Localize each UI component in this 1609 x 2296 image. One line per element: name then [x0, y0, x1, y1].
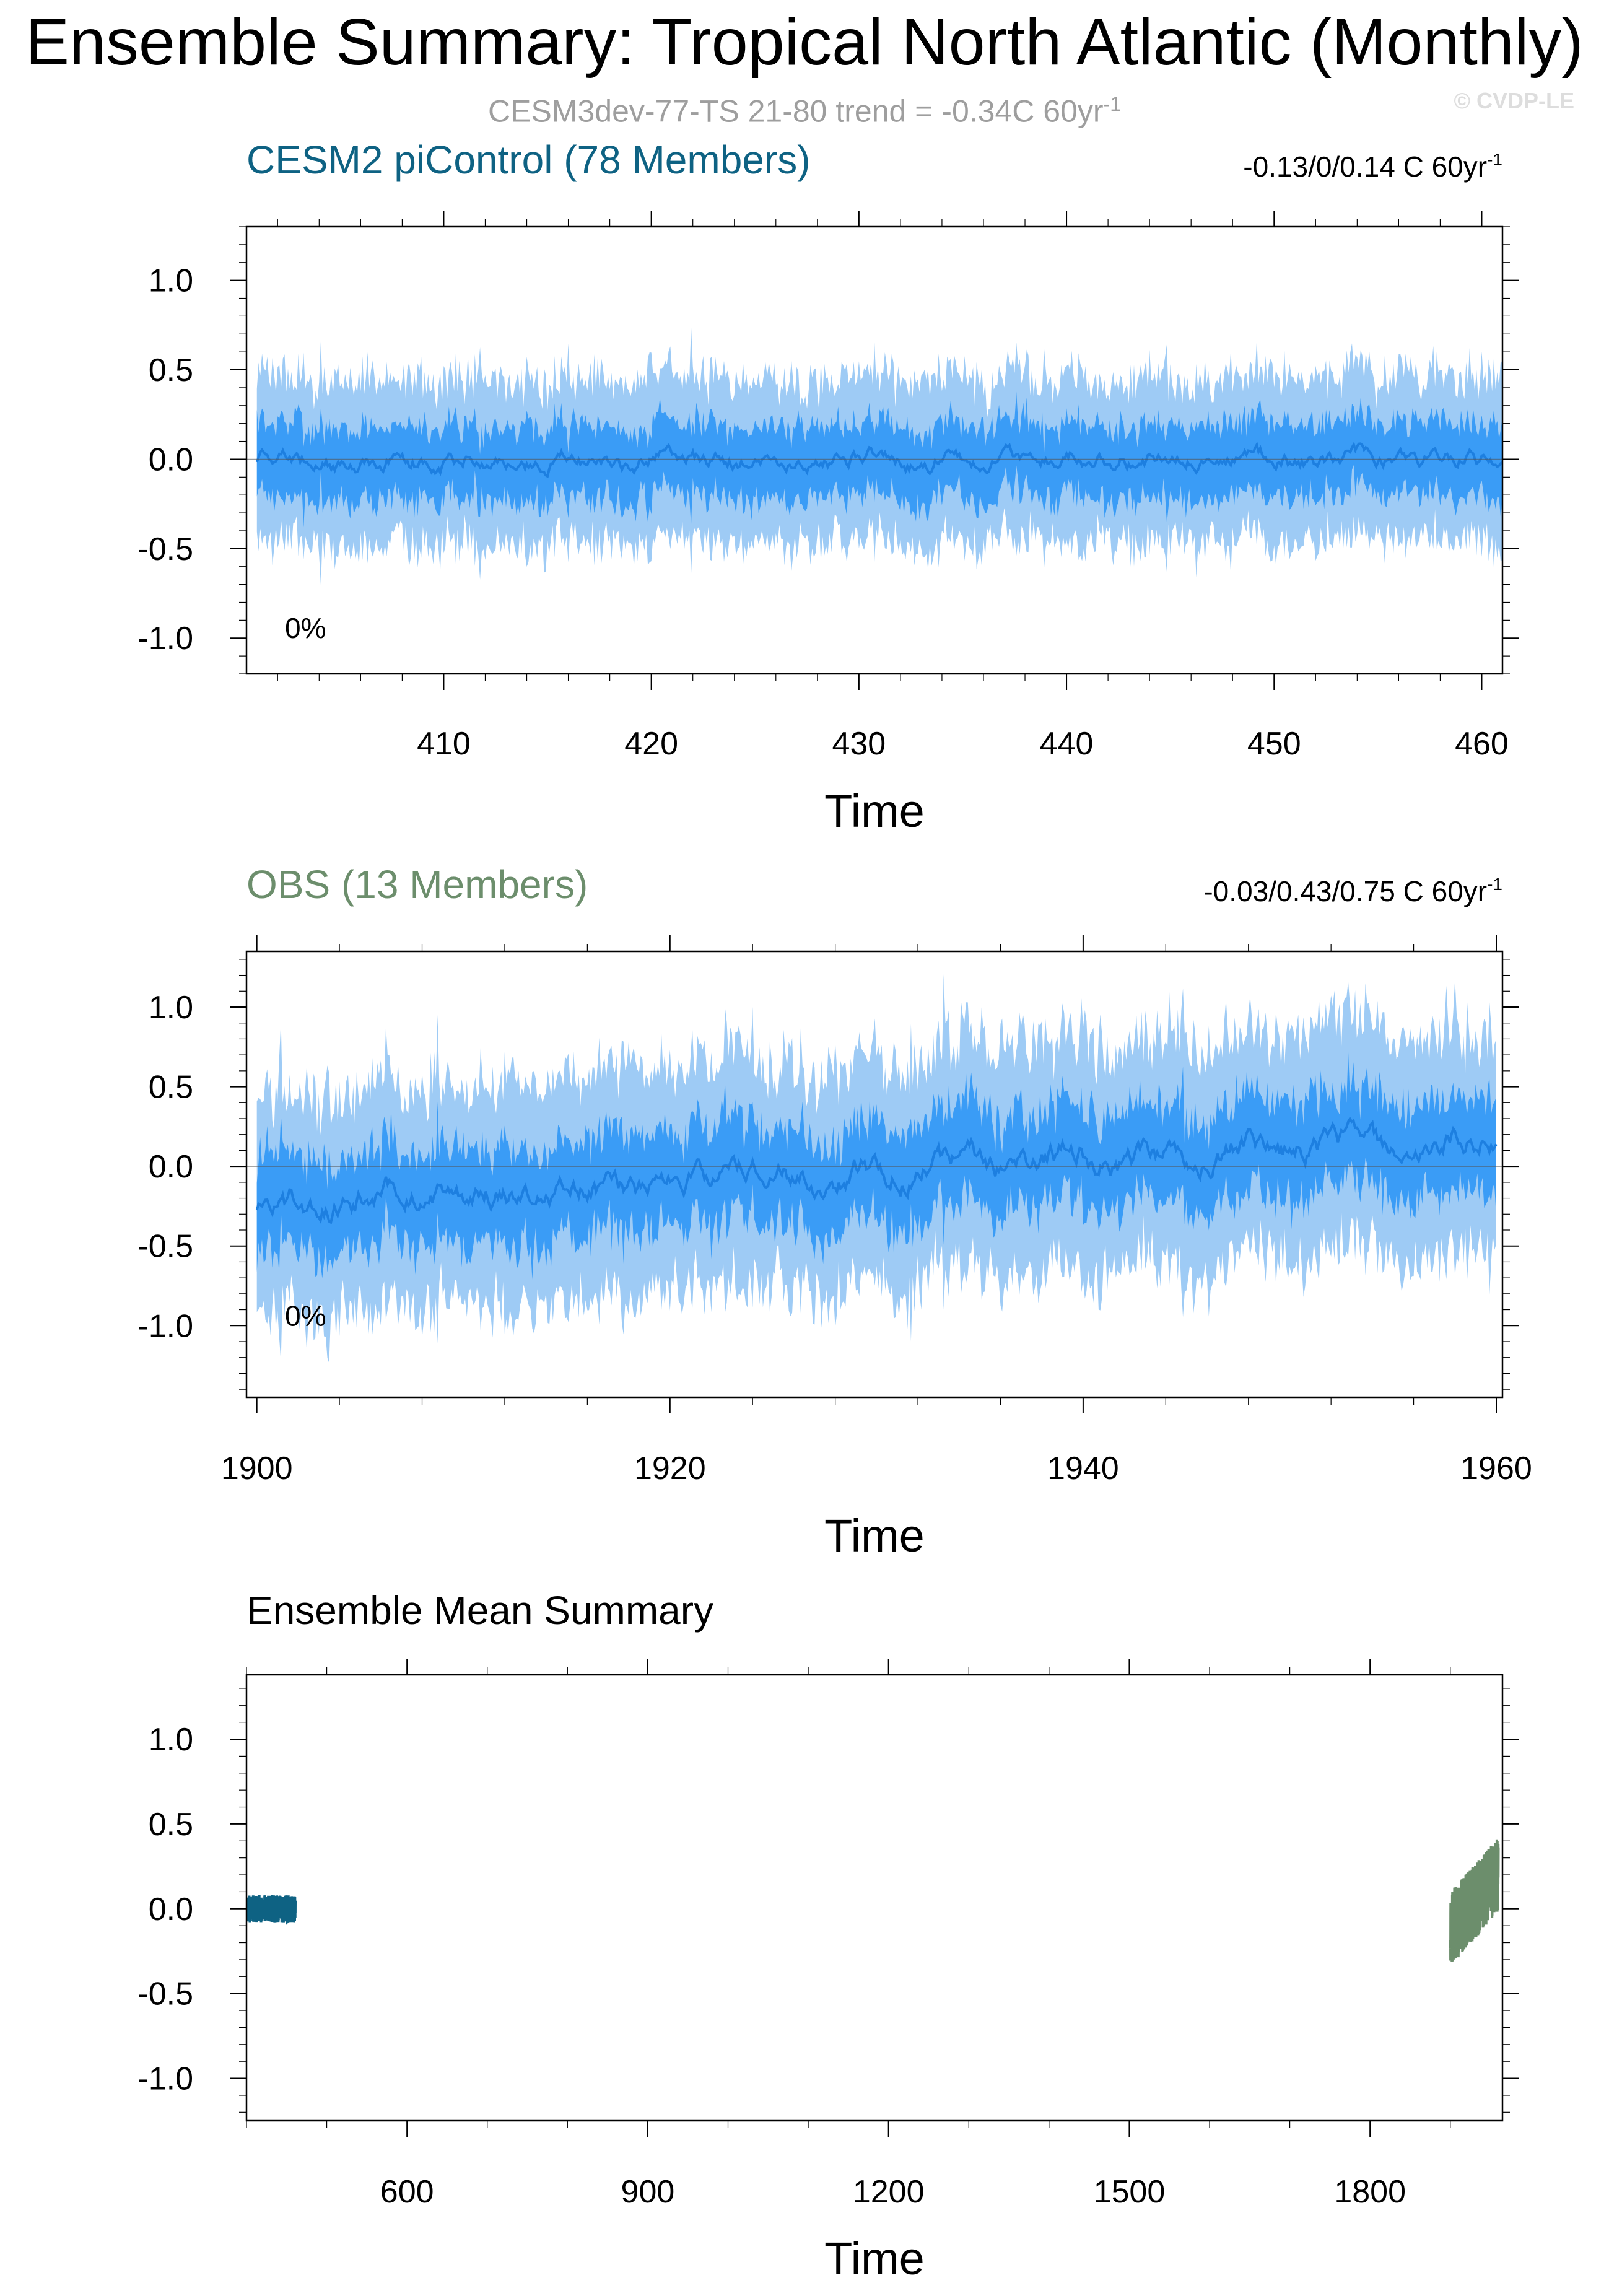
- plot-frame: [245, 225, 1504, 675]
- trend-text: -0.13/0/0.14 C 60yr: [1243, 151, 1487, 183]
- x-axis-label: Time: [824, 2233, 925, 2284]
- trend-text: -0.03/0.43/0.75 C 60yr: [1203, 875, 1487, 907]
- x-tick-label: 420: [624, 726, 678, 762]
- subtitle-text: CESM3dev-77-TS 21-80 trend = -0.34C 60yr: [488, 94, 1104, 129]
- x-tick-label: 1200: [853, 2174, 925, 2210]
- y-tick-label: 1.0: [149, 990, 193, 1026]
- trend-superscript: -1: [1487, 150, 1502, 169]
- y-tick-label: 0.5: [149, 352, 193, 388]
- x-tick-label: 600: [380, 2174, 434, 2210]
- page-subtitle: CESM3dev-77-TS 21-80 trend = -0.34C 60yr…: [0, 93, 1609, 129]
- y-tick-label: 0.0: [149, 442, 193, 478]
- plot-frame: [245, 950, 1504, 1399]
- ensemble-mean-series-2: [1449, 1839, 1500, 1962]
- plot-frame: [245, 1674, 1504, 2122]
- y-tick-label: 0.5: [149, 1070, 193, 1106]
- y-tick-label: 1.0: [149, 1722, 193, 1758]
- y-tick-label: 0.5: [149, 1807, 193, 1843]
- y-tick-label: -0.5: [137, 531, 193, 567]
- cesm2-picontrol-panel: CESM2 piControl (78 Members) -0.13/0/0.14…: [137, 137, 1519, 837]
- subtitle-superscript: -1: [1103, 93, 1121, 115]
- trend-annotation: -0.03/0.43/0.75 C 60yr-1: [1203, 875, 1502, 907]
- trend-superscript: -1: [1487, 875, 1502, 894]
- trend-annotation: -0.13/0/0.14 C 60yr-1: [1243, 150, 1502, 183]
- y-tick-label: -1.0: [137, 621, 193, 657]
- x-tick-label: 1920: [634, 1451, 706, 1486]
- ensemble-mean-line: [255, 441, 1504, 479]
- x-tick-label: 1940: [1047, 1451, 1119, 1486]
- y-tick-label: 0.0: [149, 1149, 193, 1185]
- y-tick-label: 1.0: [149, 263, 193, 299]
- x-tick-label: 460: [1455, 726, 1509, 762]
- x-axis-label: Time: [824, 785, 925, 837]
- x-tick-label: 1500: [1094, 2174, 1166, 2210]
- ensemble-mean-line: [255, 1116, 1498, 1224]
- y-tick-label: -1.0: [137, 2061, 193, 2097]
- x-tick-label: 1960: [1460, 1451, 1532, 1486]
- y-tick-label: -1.0: [137, 1308, 193, 1344]
- y-tick-label: -0.5: [137, 1976, 193, 2012]
- x-tick-label: 440: [1040, 726, 1094, 762]
- x-tick-label: 900: [621, 2174, 675, 2210]
- x-axis-label: Time: [824, 1510, 925, 1561]
- x-tick-label: 1800: [1334, 2174, 1406, 2210]
- ensemble-mean-series-1: [246, 1895, 297, 1925]
- x-tick-label: 430: [832, 726, 886, 762]
- panel-title: OBS (13 Members): [246, 862, 588, 907]
- page-title: Ensemble Summary: Tropical North Atlanti…: [25, 6, 1584, 79]
- ensemble-mean-panel: Ensemble Mean Summary 1.0 0.5 0.0 -0.5 -1.0 60…: [137, 1588, 1519, 2284]
- x-tick-label: 1900: [221, 1451, 293, 1486]
- obs-panel: OBS (13 Members) -0.03/0.43/0.75 C 60yr-1…: [137, 862, 1532, 1561]
- percent-label: 0%: [285, 612, 326, 644]
- y-tick-label: -0.5: [137, 1229, 193, 1265]
- percent-label: 0%: [285, 1299, 326, 1332]
- x-tick-label: 450: [1247, 726, 1301, 762]
- y-tick-label: 0.0: [149, 1892, 193, 1927]
- panel-title: CESM2 piControl (78 Members): [246, 137, 811, 182]
- copyright-watermark: © CVDP-LE: [1454, 88, 1574, 113]
- panel-title: Ensemble Mean Summary: [246, 1588, 713, 1633]
- x-tick-label: 410: [417, 726, 471, 762]
